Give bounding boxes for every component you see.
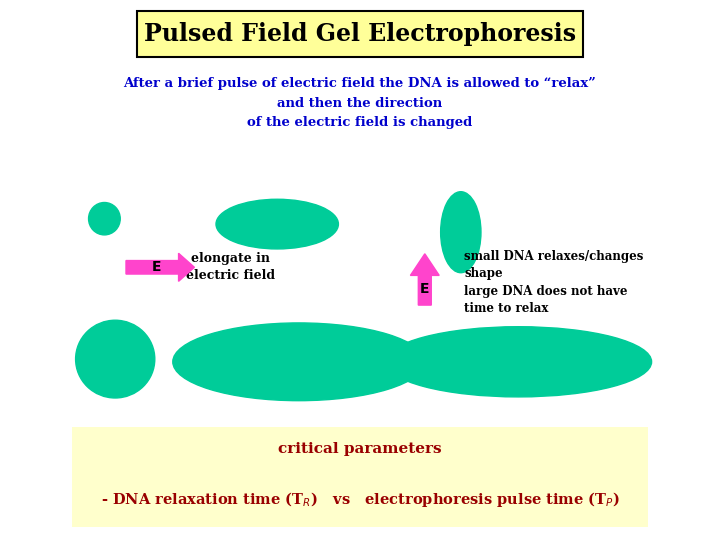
Ellipse shape bbox=[89, 202, 120, 235]
Ellipse shape bbox=[76, 320, 155, 398]
Text: E: E bbox=[152, 260, 162, 274]
Text: of the electric field is changed: of the electric field is changed bbox=[248, 116, 472, 129]
Text: large DNA does not have
time to relax: large DNA does not have time to relax bbox=[464, 285, 628, 315]
FancyArrow shape bbox=[126, 253, 194, 281]
FancyBboxPatch shape bbox=[137, 11, 583, 57]
Ellipse shape bbox=[385, 327, 652, 397]
Text: After a brief pulse of electric field the DNA is allowed to “relax”: After a brief pulse of electric field th… bbox=[124, 77, 596, 90]
FancyBboxPatch shape bbox=[72, 427, 648, 526]
Ellipse shape bbox=[441, 192, 481, 273]
Text: and then the direction: and then the direction bbox=[277, 97, 443, 110]
Text: critical parameters: critical parameters bbox=[278, 442, 442, 456]
Text: elongate in
electric field: elongate in electric field bbox=[186, 252, 275, 282]
Text: - DNA relaxation time (T$_R$)   vs   electrophoresis pulse time (T$_P$): - DNA relaxation time (T$_R$) vs electro… bbox=[101, 490, 619, 509]
Ellipse shape bbox=[173, 323, 425, 401]
Text: small DNA relaxes/changes
shape: small DNA relaxes/changes shape bbox=[464, 249, 644, 280]
Text: E: E bbox=[420, 282, 430, 296]
FancyArrow shape bbox=[410, 254, 439, 305]
Ellipse shape bbox=[216, 199, 338, 249]
Text: Pulsed Field Gel Electrophoresis: Pulsed Field Gel Electrophoresis bbox=[144, 22, 576, 46]
